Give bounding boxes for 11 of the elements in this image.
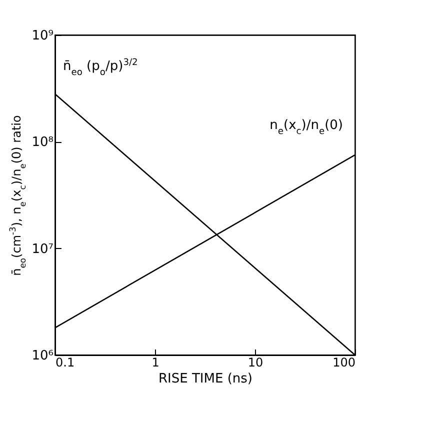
y-tick-label: 10⁸ bbox=[32, 135, 54, 150]
series-label: n$_{e}$(x$_{c}$)/n$_{e}$(0) bbox=[270, 118, 343, 137]
series-label: n̄$_{eo}$ (p$_{o}$/p)$^{3/2}$ bbox=[63, 58, 138, 78]
x-tick-label: 10 bbox=[248, 356, 264, 370]
x-tick-label: 0.1 bbox=[56, 356, 75, 370]
y-tick-label: 10⁶ bbox=[32, 348, 54, 364]
x-tick-label: 1 bbox=[152, 356, 160, 370]
x-tick-label: 100 bbox=[332, 356, 356, 370]
x-axis-title: RISE TIME (ns) bbox=[158, 372, 252, 386]
y-tick-label: 10⁹ bbox=[32, 28, 54, 44]
y-tick-label: 10⁷ bbox=[32, 242, 54, 257]
